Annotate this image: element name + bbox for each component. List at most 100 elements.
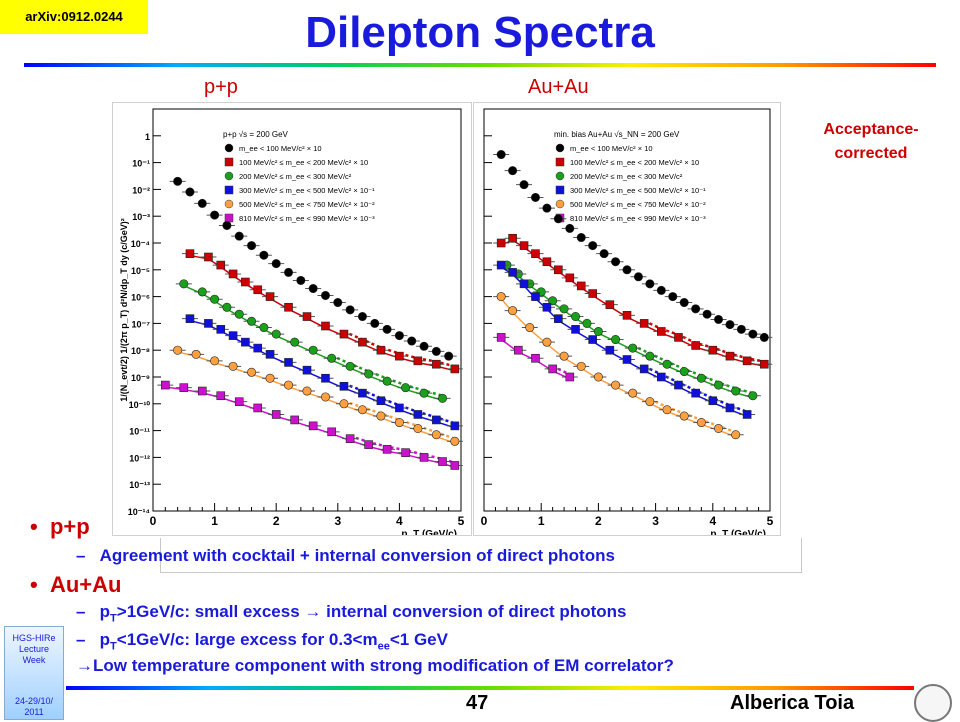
data-point — [593, 326, 603, 336]
cocktail-curve — [500, 298, 736, 438]
x-tick-label: 2 — [273, 514, 280, 528]
data-point — [407, 336, 417, 346]
data-point — [548, 364, 557, 374]
data-point — [611, 335, 621, 345]
legend-entry: 100 MeV/c² ≤ m_ee < 200 MeV/c² × 10 — [570, 158, 699, 167]
y-tick-label: 10⁻¹² — [129, 453, 150, 463]
pp-item-1-text: Agreement with cocktail + internal conve… — [99, 546, 615, 565]
data-point — [302, 312, 312, 321]
auau-item-1-text: >1GeV/c: small excess — [116, 602, 305, 621]
acceptance-note: Acceptance- corrected — [800, 118, 942, 166]
data-point — [496, 150, 506, 160]
legend-marker — [555, 199, 565, 209]
y-tick-label: 10⁻⁷ — [132, 319, 151, 329]
data-point — [508, 306, 518, 316]
data-point — [662, 405, 672, 415]
legend-marker — [555, 171, 565, 181]
data-point — [234, 231, 244, 241]
data-point — [308, 345, 318, 355]
data-point — [542, 302, 552, 312]
cocktail-curve — [177, 351, 456, 444]
data-point — [284, 302, 293, 312]
data-point — [216, 391, 226, 401]
data-point — [241, 337, 250, 347]
y-tick-label: 10⁻² — [132, 185, 150, 195]
data-point — [216, 325, 226, 334]
x-axis-label: p_T (GeV/c) — [401, 529, 457, 535]
data-point — [593, 372, 603, 382]
bullet-pp: • p+p — [30, 514, 90, 540]
data-point — [321, 321, 330, 331]
cocktail-dashed-curve — [632, 344, 754, 395]
data-point — [714, 423, 724, 433]
data-point — [731, 386, 741, 396]
chart-auau: 0 1 2 3 4 5p_T (GeV/c) min. bias Au+Au √s_NN =… — [481, 108, 774, 540]
data-point — [265, 373, 275, 383]
legend-entry: 500 MeV/c² ≤ m_ee < 750 MeV/c² × 10⁻² — [239, 200, 375, 209]
data-point — [508, 233, 517, 243]
data-point — [228, 269, 238, 279]
data-point — [531, 353, 540, 363]
data-point — [284, 267, 294, 277]
data-point — [725, 403, 735, 413]
legend-entry: 300 MeV/c² ≤ m_ee < 500 MeV/c² × 10⁻¹ — [570, 186, 706, 195]
data-point — [542, 257, 552, 267]
data-point — [679, 298, 689, 308]
data-point — [696, 418, 706, 428]
plot-frame — [483, 108, 771, 512]
data-point — [514, 345, 523, 355]
y-tick-label: 10⁻⁸ — [131, 346, 150, 356]
data-point — [576, 281, 586, 291]
data-point — [395, 351, 404, 361]
data-point — [395, 403, 404, 413]
data-point — [599, 249, 609, 259]
data-point — [394, 418, 404, 428]
data-point — [431, 346, 441, 356]
legend-header: min. bias Au+Au √s_NN = 200 GeV — [554, 130, 680, 139]
data-point — [554, 314, 563, 323]
pp-item-1: – Agreement with cocktail + internal con… — [76, 546, 615, 566]
data-point — [364, 440, 373, 449]
data-point — [696, 373, 706, 383]
lecture-year: 2011 — [24, 707, 44, 717]
x-tick-label: 3 — [652, 514, 659, 528]
legend-marker — [224, 185, 234, 195]
data-point — [622, 311, 632, 320]
data-point — [271, 329, 281, 339]
x-tick-label: 2 — [595, 514, 602, 528]
legend-entry: 500 MeV/c² ≤ m_ee < 750 MeV/c² × 10⁻² — [570, 200, 706, 209]
data-point — [259, 250, 269, 260]
x-axis-label: p_T (GeV/c) — [710, 529, 766, 535]
legend-marker — [555, 143, 565, 153]
y-tick-label: 10⁻¹⁴ — [128, 507, 150, 517]
legend-marker — [224, 171, 234, 181]
data-point — [708, 345, 718, 355]
data-point — [530, 192, 540, 202]
data-point — [271, 259, 281, 269]
legend-entry: 810 MeV/c² ≤ m_ee < 990 MeV/c² × 10⁻³ — [570, 214, 706, 223]
data-point — [691, 388, 700, 398]
bullet-auau: • Au+Au — [30, 572, 121, 598]
dash: – — [76, 546, 86, 565]
y-tick-label: 10⁻⁵ — [131, 266, 150, 276]
data-point — [576, 361, 586, 371]
plot-frame — [152, 108, 462, 512]
data-point — [222, 220, 232, 230]
data-point — [241, 277, 250, 287]
data-point — [588, 241, 598, 251]
auau-item-2-text: <1GeV/c: large excess for 0.3<m — [116, 630, 378, 649]
footer-divider — [66, 686, 914, 690]
data-point — [302, 365, 312, 375]
data-point — [605, 300, 615, 309]
data-point — [222, 302, 232, 312]
data-point — [622, 265, 632, 275]
data-point — [645, 397, 655, 407]
data-point — [622, 355, 632, 364]
data-point — [450, 461, 460, 470]
data-point — [559, 304, 569, 314]
data-point — [633, 272, 643, 282]
data-point — [679, 411, 689, 421]
auau-item-2: – pT<1GeV/c: large excess for 0.3<mee<1 … — [76, 630, 448, 652]
legend-marker — [555, 157, 565, 167]
title-divider — [24, 63, 936, 67]
